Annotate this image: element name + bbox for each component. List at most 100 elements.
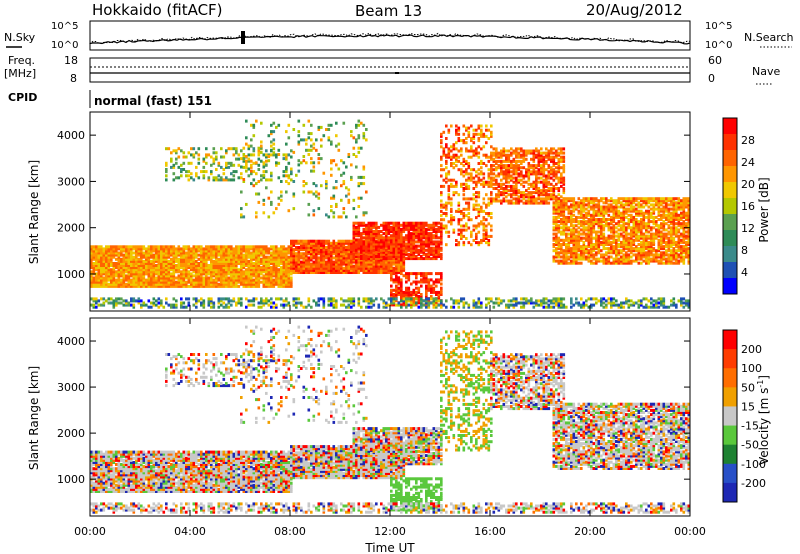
power-cell (605, 211, 608, 215)
power-cell (425, 232, 428, 236)
power-cell (240, 264, 243, 267)
power-cell (602, 226, 606, 230)
power-cell (455, 191, 458, 195)
power-cell (445, 166, 448, 170)
power-cell (215, 257, 218, 261)
power-cell (510, 170, 513, 174)
power-cell (637, 220, 641, 224)
power-cell (540, 166, 543, 170)
power-cell (150, 284, 153, 288)
power-cell (515, 153, 518, 157)
power-cell (390, 225, 393, 229)
power-cell (152, 247, 156, 251)
power-cell (157, 278, 161, 282)
power-cell (425, 236, 428, 240)
power-cell (367, 225, 371, 229)
power-cell (572, 236, 576, 240)
power-cell (445, 201, 448, 205)
power-cell (567, 249, 571, 253)
power-cell (562, 203, 566, 207)
power-cell (640, 251, 643, 255)
power-cell (620, 255, 623, 259)
power-cell (172, 280, 176, 284)
power-cell (272, 280, 276, 284)
power-cell (297, 258, 301, 262)
power-cell (475, 207, 478, 211)
power-cell (272, 272, 276, 276)
power-cell (472, 180, 476, 184)
power-cell (385, 257, 388, 261)
power-cell (610, 247, 613, 251)
power-cell (215, 284, 218, 288)
power-cell (415, 246, 418, 250)
power-cell (427, 232, 431, 236)
power-cell (637, 226, 641, 230)
power-cell (505, 166, 508, 170)
power-cell (475, 151, 478, 155)
power-cell (602, 205, 606, 209)
power-cell (262, 251, 266, 255)
power-cell (440, 145, 443, 149)
power-cell (277, 276, 281, 280)
power-cell (257, 259, 261, 263)
power-cell (90, 274, 93, 278)
power-cell (365, 255, 368, 258)
power-cell (412, 255, 416, 258)
power-cell (390, 268, 393, 272)
power-cell (275, 253, 278, 257)
power-cell (650, 220, 653, 224)
power-cell (125, 245, 128, 249)
power-cell (580, 249, 583, 253)
power-cell (642, 236, 646, 240)
power-cell (425, 238, 428, 242)
power-cell (197, 272, 201, 276)
power-cell (177, 251, 181, 255)
power-cell (275, 276, 278, 280)
power-cell (590, 207, 593, 211)
power-cell (632, 201, 636, 205)
power-cell (212, 282, 216, 286)
power-cell (375, 268, 378, 272)
cpid-value: normal (fast) 151 (94, 94, 212, 108)
power-cell (360, 260, 363, 264)
noise-tick-high-right: 10^5 (705, 21, 732, 32)
power-cell (132, 266, 136, 270)
power-cell (505, 149, 508, 153)
power-cell (625, 203, 628, 207)
power-cell (220, 268, 223, 272)
power-cell (557, 193, 561, 197)
power-cell (452, 162, 456, 165)
power-cell (132, 274, 136, 278)
power-cell (495, 178, 498, 182)
power-cell (482, 228, 486, 232)
power-cell (365, 257, 368, 261)
power-cell (585, 220, 588, 224)
power-cell (530, 166, 533, 170)
power-cell (567, 215, 571, 219)
power-cell (397, 264, 401, 268)
power-cell (162, 274, 166, 278)
power-cell (137, 272, 141, 276)
power-cell (632, 259, 636, 263)
power-cell (595, 238, 598, 242)
power-cell (260, 257, 263, 261)
power-cell (480, 182, 483, 186)
power-cell (457, 193, 461, 197)
power-cell (572, 207, 576, 211)
power-cell (640, 211, 643, 215)
power-cell (170, 245, 173, 249)
power-cell (590, 226, 593, 230)
power-cell (325, 266, 328, 270)
power-cell (435, 246, 438, 250)
power-cell (432, 248, 436, 252)
power-cell (647, 226, 651, 230)
power-cell (385, 268, 388, 272)
power-cell (100, 259, 103, 263)
power-cell (282, 247, 286, 251)
power-cell (625, 240, 628, 244)
power-cell (400, 268, 403, 272)
power-cell (375, 260, 378, 264)
power-cell (222, 276, 226, 280)
power-cell (452, 184, 456, 188)
power-cell (100, 278, 103, 282)
